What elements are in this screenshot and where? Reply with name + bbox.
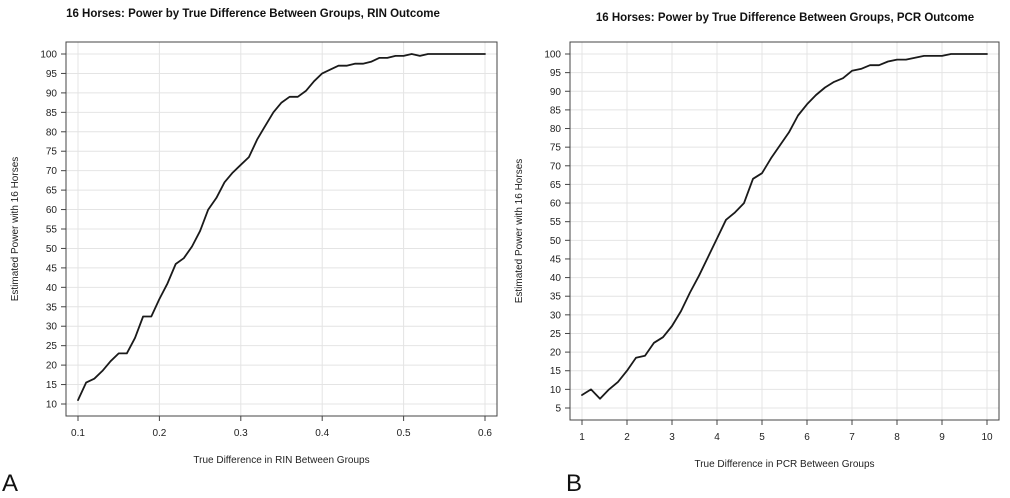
chart-panel-b: 1 2 3 4 5 6 7 8 9 10 5 10 15 20 25 30 35 40 45 50 55 60 65 70 75… bbox=[505, 0, 1010, 497]
x-tick-label: 6 bbox=[804, 432, 810, 443]
x-tick-label: 0.1 bbox=[71, 428, 85, 439]
pcr-power-chart: 1 2 3 4 5 6 7 8 9 1051015202530354045505560657075… bbox=[514, 12, 1000, 470]
y-tick-label: 70 bbox=[550, 161, 562, 172]
y-tick-label: 90 bbox=[550, 87, 562, 98]
x-tick-label: 9 bbox=[939, 432, 945, 443]
y-tick-label: 50 bbox=[550, 236, 562, 247]
gridlines bbox=[66, 42, 497, 416]
y-tick-label: 75 bbox=[550, 143, 562, 154]
y-tick-label: 85 bbox=[46, 108, 58, 119]
x-tick-label: 5 bbox=[759, 432, 765, 443]
y-tick-label: 60 bbox=[46, 205, 58, 216]
y-tick-label: 55 bbox=[550, 217, 562, 228]
chart-title: 16 Horses: Power by True Difference Betw… bbox=[596, 12, 974, 24]
y-tick-label: 25 bbox=[550, 329, 562, 340]
y-tick-label: 85 bbox=[550, 105, 562, 116]
plot-frame bbox=[569, 41, 1000, 421]
y-tick-label: 30 bbox=[46, 322, 58, 333]
y-tick-label: 35 bbox=[550, 292, 562, 303]
x-tick-label: 7 bbox=[849, 432, 855, 443]
y-axis-label: Estimated Power with 16 Horses bbox=[10, 157, 21, 302]
x-tick-label: 0.5 bbox=[397, 428, 411, 439]
y-tick-label: 30 bbox=[550, 310, 562, 321]
y-tick-label: 20 bbox=[46, 361, 58, 372]
x-tick-label: 10 bbox=[981, 432, 993, 443]
rin-power-chart: 0.1 0.2 0.3 0.4 0.5 0.6 10 15 20 25 30 35 40 45 50 55 60… bbox=[10, 8, 498, 466]
y-axis-label: Estimated Power with 16 Horses bbox=[514, 159, 525, 304]
x-tick-label: 8 bbox=[894, 432, 900, 443]
power-curve-line bbox=[77, 53, 486, 402]
x-tick-label: 0.4 bbox=[315, 428, 329, 439]
y-tick-label: 55 bbox=[46, 225, 58, 236]
y-tick-label: 60 bbox=[550, 199, 562, 210]
y-tick-label: 90 bbox=[46, 88, 58, 99]
x-tick-label: 4 bbox=[714, 432, 720, 443]
y-tick-label: 80 bbox=[46, 127, 58, 138]
panel-letter-a: A bbox=[2, 470, 19, 497]
panel-letter-b: B bbox=[566, 470, 583, 497]
power-curve-line bbox=[581, 53, 988, 400]
y-tick-label: 10 bbox=[46, 400, 58, 411]
x-tick-label: 0.6 bbox=[478, 428, 492, 439]
y-tick-label: 70 bbox=[46, 166, 58, 177]
gridlines bbox=[570, 42, 999, 420]
y-tick-label: 40 bbox=[46, 283, 58, 294]
y-tick-label: 50 bbox=[46, 244, 58, 255]
y-tick-label: 95 bbox=[550, 68, 562, 79]
y-tick-label: 100 bbox=[544, 50, 561, 61]
y-tick-label: 45 bbox=[46, 263, 58, 274]
y-tick-label: 80 bbox=[550, 124, 562, 135]
y-tick-label: 35 bbox=[46, 302, 58, 313]
y-tick-label: 5 bbox=[555, 404, 561, 415]
chart-panel-a: 0.1 0.2 0.3 0.4 0.5 0.6 10 15 20 25 30 35 40 45 50 55 60… bbox=[0, 0, 505, 497]
chart-title: 16 Horses: Power by True Difference Betw… bbox=[66, 8, 440, 20]
x-tick-label: 0.3 bbox=[234, 428, 248, 439]
y-tick-label: 20 bbox=[550, 348, 562, 359]
y-tick-label: 15 bbox=[46, 380, 58, 391]
y-tick-label: 45 bbox=[550, 254, 562, 265]
y-tick-label: 65 bbox=[550, 180, 562, 191]
x-tick-label: 0.2 bbox=[152, 428, 166, 439]
x-tick-label: 1 bbox=[579, 432, 585, 443]
y-tick-label: 15 bbox=[550, 366, 562, 377]
y-tick-label: 10 bbox=[550, 385, 562, 396]
y-tick-label: 100 bbox=[40, 50, 57, 61]
x-axis-label: True Difference in RIN Between Groups bbox=[193, 455, 369, 466]
y-tick-label: 40 bbox=[550, 273, 562, 284]
y-tick-label: 25 bbox=[46, 341, 58, 352]
y-tick-label: 65 bbox=[46, 186, 58, 197]
x-axis-label: True Difference in PCR Between Groups bbox=[694, 459, 874, 470]
x-tick-label: 3 bbox=[669, 432, 675, 443]
x-tick-label: 2 bbox=[624, 432, 630, 443]
y-tick-label: 75 bbox=[46, 147, 58, 158]
y-tick-label: 95 bbox=[46, 69, 58, 80]
